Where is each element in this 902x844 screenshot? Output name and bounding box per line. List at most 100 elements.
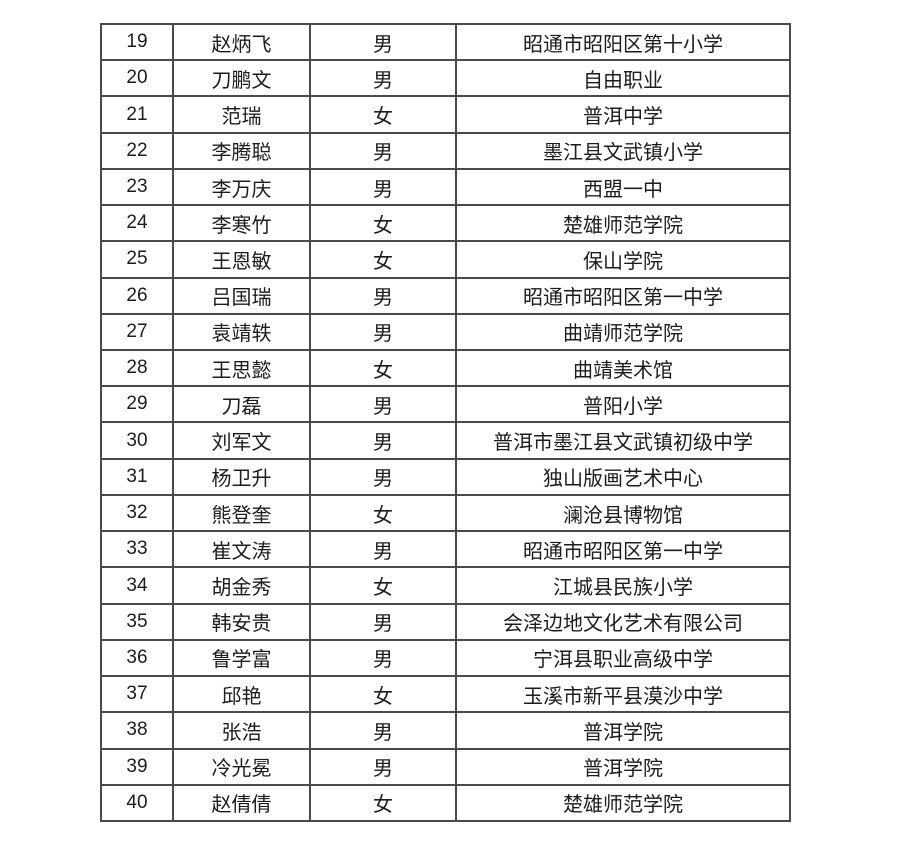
cell-name: 邱艳: [174, 677, 311, 714]
cell-gender: 男: [311, 314, 457, 352]
cell-gender: 女: [311, 351, 457, 388]
table-row: 19 赵炳飞男昭通市昭阳区第十小学: [102, 25, 791, 62]
cell-name: 冷光冕: [174, 749, 311, 786]
cell-number: 23: [102, 169, 174, 207]
table-row: 38 张浩男普洱学院: [102, 713, 791, 750]
cell-number: 37: [102, 677, 174, 714]
cell-number: 36: [102, 640, 174, 678]
table-row: 39 冷光冕男普洱学院: [102, 749, 791, 786]
cell-name: 张浩: [174, 713, 311, 750]
cell-institution: 会泽边地文化艺术有限公司: [457, 604, 791, 641]
cell-name: 李万庆: [174, 169, 311, 207]
cell-gender: 男: [311, 169, 457, 207]
table-row: 20 刀鹏文男自由职业: [102, 61, 791, 98]
cell-number: 21: [102, 97, 174, 134]
cell-name: 刀磊: [174, 387, 311, 424]
cell-institution: 昭通市昭阳区第一中学: [457, 532, 791, 569]
cell-gender: 女: [311, 677, 457, 714]
cell-number: 25: [102, 242, 174, 279]
cell-number: 38: [102, 713, 174, 750]
table-row: 22 李腾聪男墨江县文武镇小学: [102, 133, 791, 170]
cell-number: 26: [102, 278, 174, 315]
table-row: 28 王思懿女曲靖美术馆: [102, 351, 791, 388]
cell-institution: 墨江县文武镇小学: [457, 133, 791, 170]
cell-institution: 普洱学院: [457, 713, 791, 750]
cell-name: 王恩敏: [174, 242, 311, 279]
cell-number: 27: [102, 314, 174, 352]
cell-number: 24: [102, 206, 174, 243]
cell-gender: 女: [311, 495, 457, 533]
table-row: 29 刀磊男普阳小学: [102, 387, 791, 424]
cell-name: 胡金秀: [174, 568, 311, 605]
cell-institution: 普洱中学: [457, 97, 791, 134]
cell-institution: 普洱市墨江县文武镇初级中学: [457, 423, 791, 460]
cell-gender: 女: [311, 97, 457, 134]
cell-number: 32: [102, 495, 174, 533]
cell-gender: 女: [311, 206, 457, 243]
table-row: 40 赵倩倩女楚雄师范学院: [102, 785, 791, 822]
cell-number: 33: [102, 532, 174, 569]
cell-name: 李腾聪: [174, 133, 311, 170]
table-row: 26 吕国瑞男昭通市昭阳区第一中学: [102, 278, 791, 315]
table-row: 34 胡金秀女江城县民族小学: [102, 568, 791, 605]
cell-gender: 男: [311, 133, 457, 170]
roster-table: 19 赵炳飞男昭通市昭阳区第十小学 20 刀鹏文男自由职业 21 范瑞女普洱中学 22 李腾聪…: [100, 23, 791, 822]
cell-name: 鲁学富: [174, 640, 311, 678]
cell-institution: 宁洱县职业高级中学: [457, 640, 791, 678]
cell-institution: 昭通市昭阳区第十小学: [457, 25, 791, 62]
table-row: 36 鲁学富男宁洱县职业高级中学: [102, 640, 791, 678]
cell-institution: 普洱学院: [457, 749, 791, 786]
cell-institution: 独山版画艺术中心: [457, 459, 791, 496]
cell-gender: 男: [311, 713, 457, 750]
cell-name: 韩安贵: [174, 604, 311, 641]
cell-gender: 男: [311, 532, 457, 569]
cell-name: 袁靖轶: [174, 314, 311, 352]
cell-gender: 女: [311, 242, 457, 279]
cell-institution: 西盟一中: [457, 169, 791, 207]
table-row: 32 熊登奎女澜沧县博物馆: [102, 495, 791, 533]
table-row: 35 韩安贵男会泽边地文化艺术有限公司: [102, 604, 791, 641]
cell-gender: 女: [311, 785, 457, 822]
cell-institution: 玉溪市新平县漠沙中学: [457, 677, 791, 714]
table-row: 25 王恩敏女保山学院: [102, 242, 791, 279]
table-row: 33 崔文涛男昭通市昭阳区第一中学: [102, 532, 791, 569]
table-row: 27 袁靖轶男曲靖师范学院: [102, 314, 791, 352]
cell-institution: 保山学院: [457, 242, 791, 279]
cell-number: 31: [102, 459, 174, 496]
cell-gender: 男: [311, 604, 457, 641]
cell-number: 29: [102, 387, 174, 424]
cell-name: 刀鹏文: [174, 61, 311, 98]
table-row: 37 邱艳女玉溪市新平县漠沙中学: [102, 677, 791, 714]
cell-gender: 男: [311, 423, 457, 460]
cell-gender: 男: [311, 749, 457, 786]
cell-name: 王思懿: [174, 351, 311, 388]
cell-name: 赵炳飞: [174, 25, 311, 62]
cell-gender: 男: [311, 25, 457, 62]
cell-name: 赵倩倩: [174, 785, 311, 822]
cell-name: 刘军文: [174, 423, 311, 460]
cell-number: 34: [102, 568, 174, 605]
cell-gender: 女: [311, 568, 457, 605]
table-row: 31 杨卫升男独山版画艺术中心: [102, 459, 791, 496]
cell-number: 40: [102, 785, 174, 822]
table-row: 30 刘军文男普洱市墨江县文武镇初级中学: [102, 423, 791, 460]
cell-name: 崔文涛: [174, 532, 311, 569]
cell-name: 熊登奎: [174, 495, 311, 533]
cell-institution: 楚雄师范学院: [457, 785, 791, 822]
cell-name: 杨卫升: [174, 459, 311, 496]
cell-gender: 男: [311, 278, 457, 315]
cell-name: 李寒竹: [174, 206, 311, 243]
cell-number: 30: [102, 423, 174, 460]
cell-gender: 男: [311, 61, 457, 98]
table-row: 23 李万庆男西盟一中: [102, 169, 791, 207]
cell-institution: 自由职业: [457, 61, 791, 98]
cell-institution: 昭通市昭阳区第一中学: [457, 278, 791, 315]
cell-number: 28: [102, 351, 174, 388]
cell-institution: 普阳小学: [457, 387, 791, 424]
table-row: 21 范瑞女普洱中学: [102, 97, 791, 134]
cell-institution: 江城县民族小学: [457, 568, 791, 605]
cell-institution: 澜沧县博物馆: [457, 495, 791, 533]
table-row: 24 李寒竹女楚雄师范学院: [102, 206, 791, 243]
cell-institution: 曲靖师范学院: [457, 314, 791, 352]
